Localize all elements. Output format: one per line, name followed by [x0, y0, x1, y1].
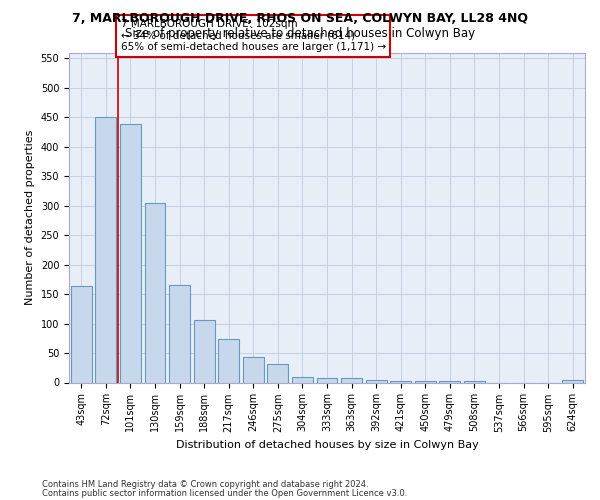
Bar — [243, 356, 264, 382]
Bar — [562, 380, 583, 382]
Bar — [292, 376, 313, 382]
Bar — [317, 378, 337, 382]
Bar — [390, 380, 411, 382]
Text: 7, MARLBOROUGH DRIVE, RHOS ON SEA, COLWYN BAY, LL28 4NQ: 7, MARLBOROUGH DRIVE, RHOS ON SEA, COLWY… — [72, 12, 528, 26]
Bar — [268, 364, 289, 382]
Bar — [341, 378, 362, 382]
Bar — [71, 286, 92, 382]
Text: Size of property relative to detached houses in Colwyn Bay: Size of property relative to detached ho… — [125, 28, 475, 40]
Bar — [194, 320, 215, 382]
Bar — [145, 204, 166, 382]
X-axis label: Distribution of detached houses by size in Colwyn Bay: Distribution of detached houses by size … — [176, 440, 478, 450]
Bar — [365, 380, 386, 382]
Y-axis label: Number of detached properties: Number of detached properties — [25, 130, 35, 305]
Bar — [95, 118, 116, 382]
Text: Contains HM Land Registry data © Crown copyright and database right 2024.: Contains HM Land Registry data © Crown c… — [42, 480, 368, 489]
Text: 7 MARLBOROUGH DRIVE: 102sqm
← 34% of detached houses are smaller (614)
65% of se: 7 MARLBOROUGH DRIVE: 102sqm ← 34% of det… — [121, 20, 386, 52]
Text: Contains public sector information licensed under the Open Government Licence v3: Contains public sector information licen… — [42, 489, 407, 498]
Bar — [120, 124, 141, 382]
Bar — [218, 339, 239, 382]
Bar — [169, 286, 190, 382]
